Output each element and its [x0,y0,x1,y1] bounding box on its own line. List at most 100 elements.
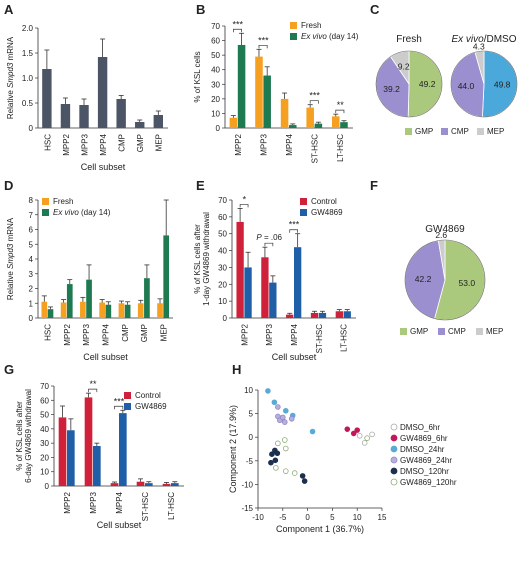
x-tick-label: MPP2 [62,133,71,155]
legend-swatch [441,128,448,135]
legend-label: Fresh [53,197,73,206]
bar [335,311,343,318]
y-tick-label: 10 [211,109,220,118]
bar [58,417,67,486]
bar [136,481,145,486]
bar [93,446,101,486]
y-tick-label: 2 [29,285,34,294]
pie-value-label: 49.8 [494,79,511,89]
y-tick-label: 40 [211,66,220,75]
y-tick-label: 0.5 [22,99,34,108]
legend-label: CMP [448,327,466,336]
scatter-point [265,388,271,394]
y-axis-label: % of KSL cells after1-day GW4869 withdra… [193,212,211,306]
y-tick-label: 8 [29,196,34,205]
scatter-point [282,468,289,474]
bar [153,115,164,128]
significance-label: *** [289,220,300,230]
x-tick-label: ST-HSC [141,492,150,522]
significance-label: *** [309,91,320,101]
legend-swatch [438,328,445,335]
x-tick-label: HSC [43,134,52,151]
x-tick-label: MPP4 [290,323,299,345]
scatter-point [268,459,274,466]
panel-a-chart: 0 0.5 1.0 1.5 2.0 HSC MPP2 MPP3 MPP4 CMP GMP MEP Cel… [6,24,168,172]
y-tick-label: 1.5 [22,49,34,58]
scatter-point [299,473,306,479]
x-tick-label: 10 [353,513,362,522]
y-tick-label: 20 [218,280,227,289]
pie-value-label: 39.2 [383,84,400,94]
y-tick-label: 0 [249,433,254,442]
scatter-point [291,470,298,476]
y-tick-label: 10 [40,468,49,477]
legend-swatch [476,328,483,335]
legend-label: DMSO_6hr [400,423,440,432]
bar [144,278,150,318]
bar [42,69,52,128]
pie-value-label: 53.0 [459,278,476,288]
legend-swatch [42,209,49,216]
pie-title: Fresh [396,34,422,45]
significance-bracket [309,100,319,104]
y-tick-label: 60 [40,396,49,405]
legend-label: DMSO_24hr [400,445,445,454]
legend-label: GW4869_6hr [400,434,448,443]
y-tick-label: -5 [246,457,254,466]
x-tick-label: MPP2 [234,133,243,155]
legend-swatch [405,128,412,135]
y-tick-label: 70 [40,382,49,391]
x-tick-label: CMP [121,324,130,342]
panel-c-chart: Fresh Ex vivo/DMSO 49.2 39.2 9.2 49.8 44.0 4.3 G… [375,34,518,136]
significance-label: ** [337,100,345,110]
x-tick-label: ST-HSC [315,324,324,354]
significance-label: *** [233,19,244,29]
bar [60,302,67,318]
significance-label: P = .06 [256,233,282,242]
scatter-point [369,431,375,438]
y-tick-label: 1 [29,299,34,308]
bar [280,98,289,128]
x-tick-label: 5 [330,513,335,522]
x-tick-label: ST-HSC [311,134,320,164]
bar [286,314,294,318]
y-tick-label: 4 [29,255,34,264]
y-tick-label: 0 [223,314,228,323]
scatter-point [282,407,289,414]
pie-outline [450,50,518,118]
bar [110,483,119,486]
bar [118,303,125,318]
y-tick-label: 10 [218,297,227,306]
pie-title: Ex vivo/DMSO [451,34,516,45]
panel-letter: C [370,2,380,17]
scatter-point [272,457,279,464]
bar [86,279,92,318]
legend-marker [390,423,398,431]
legend-label: Ex vivo (day 14) [301,32,359,41]
scatter-point [281,419,288,425]
x-tick-label: MPP3 [89,491,98,513]
legend-label: GW4869_120hr [400,478,457,487]
bar [124,304,131,318]
x-tick-label: MPP4 [99,133,108,155]
scatter-point [364,435,370,441]
y-tick-label: 70 [211,22,220,31]
scatter-point [354,427,361,433]
legend-label: GW4869 [135,402,167,411]
bar [318,312,327,318]
x-tick-label: LT-HSC [336,134,345,162]
scatter-point [350,430,357,437]
x-tick-label: 15 [378,513,387,522]
x-tick-label: HSC [44,324,53,341]
bar [145,483,153,486]
legend-label: CMP [451,127,469,136]
pie-value-label: 42.2 [415,274,432,284]
bar [255,56,263,128]
bar [105,304,112,318]
x-axis-label: Cell subset [81,162,126,172]
scatter-point [271,399,278,406]
x-tick-label: MPP3 [259,133,268,155]
bar [135,122,145,128]
significance-bracket [335,109,345,114]
panel-f-chart: GW4869 53.0 42.2 2.6 GMP CMP MEP [400,224,503,336]
